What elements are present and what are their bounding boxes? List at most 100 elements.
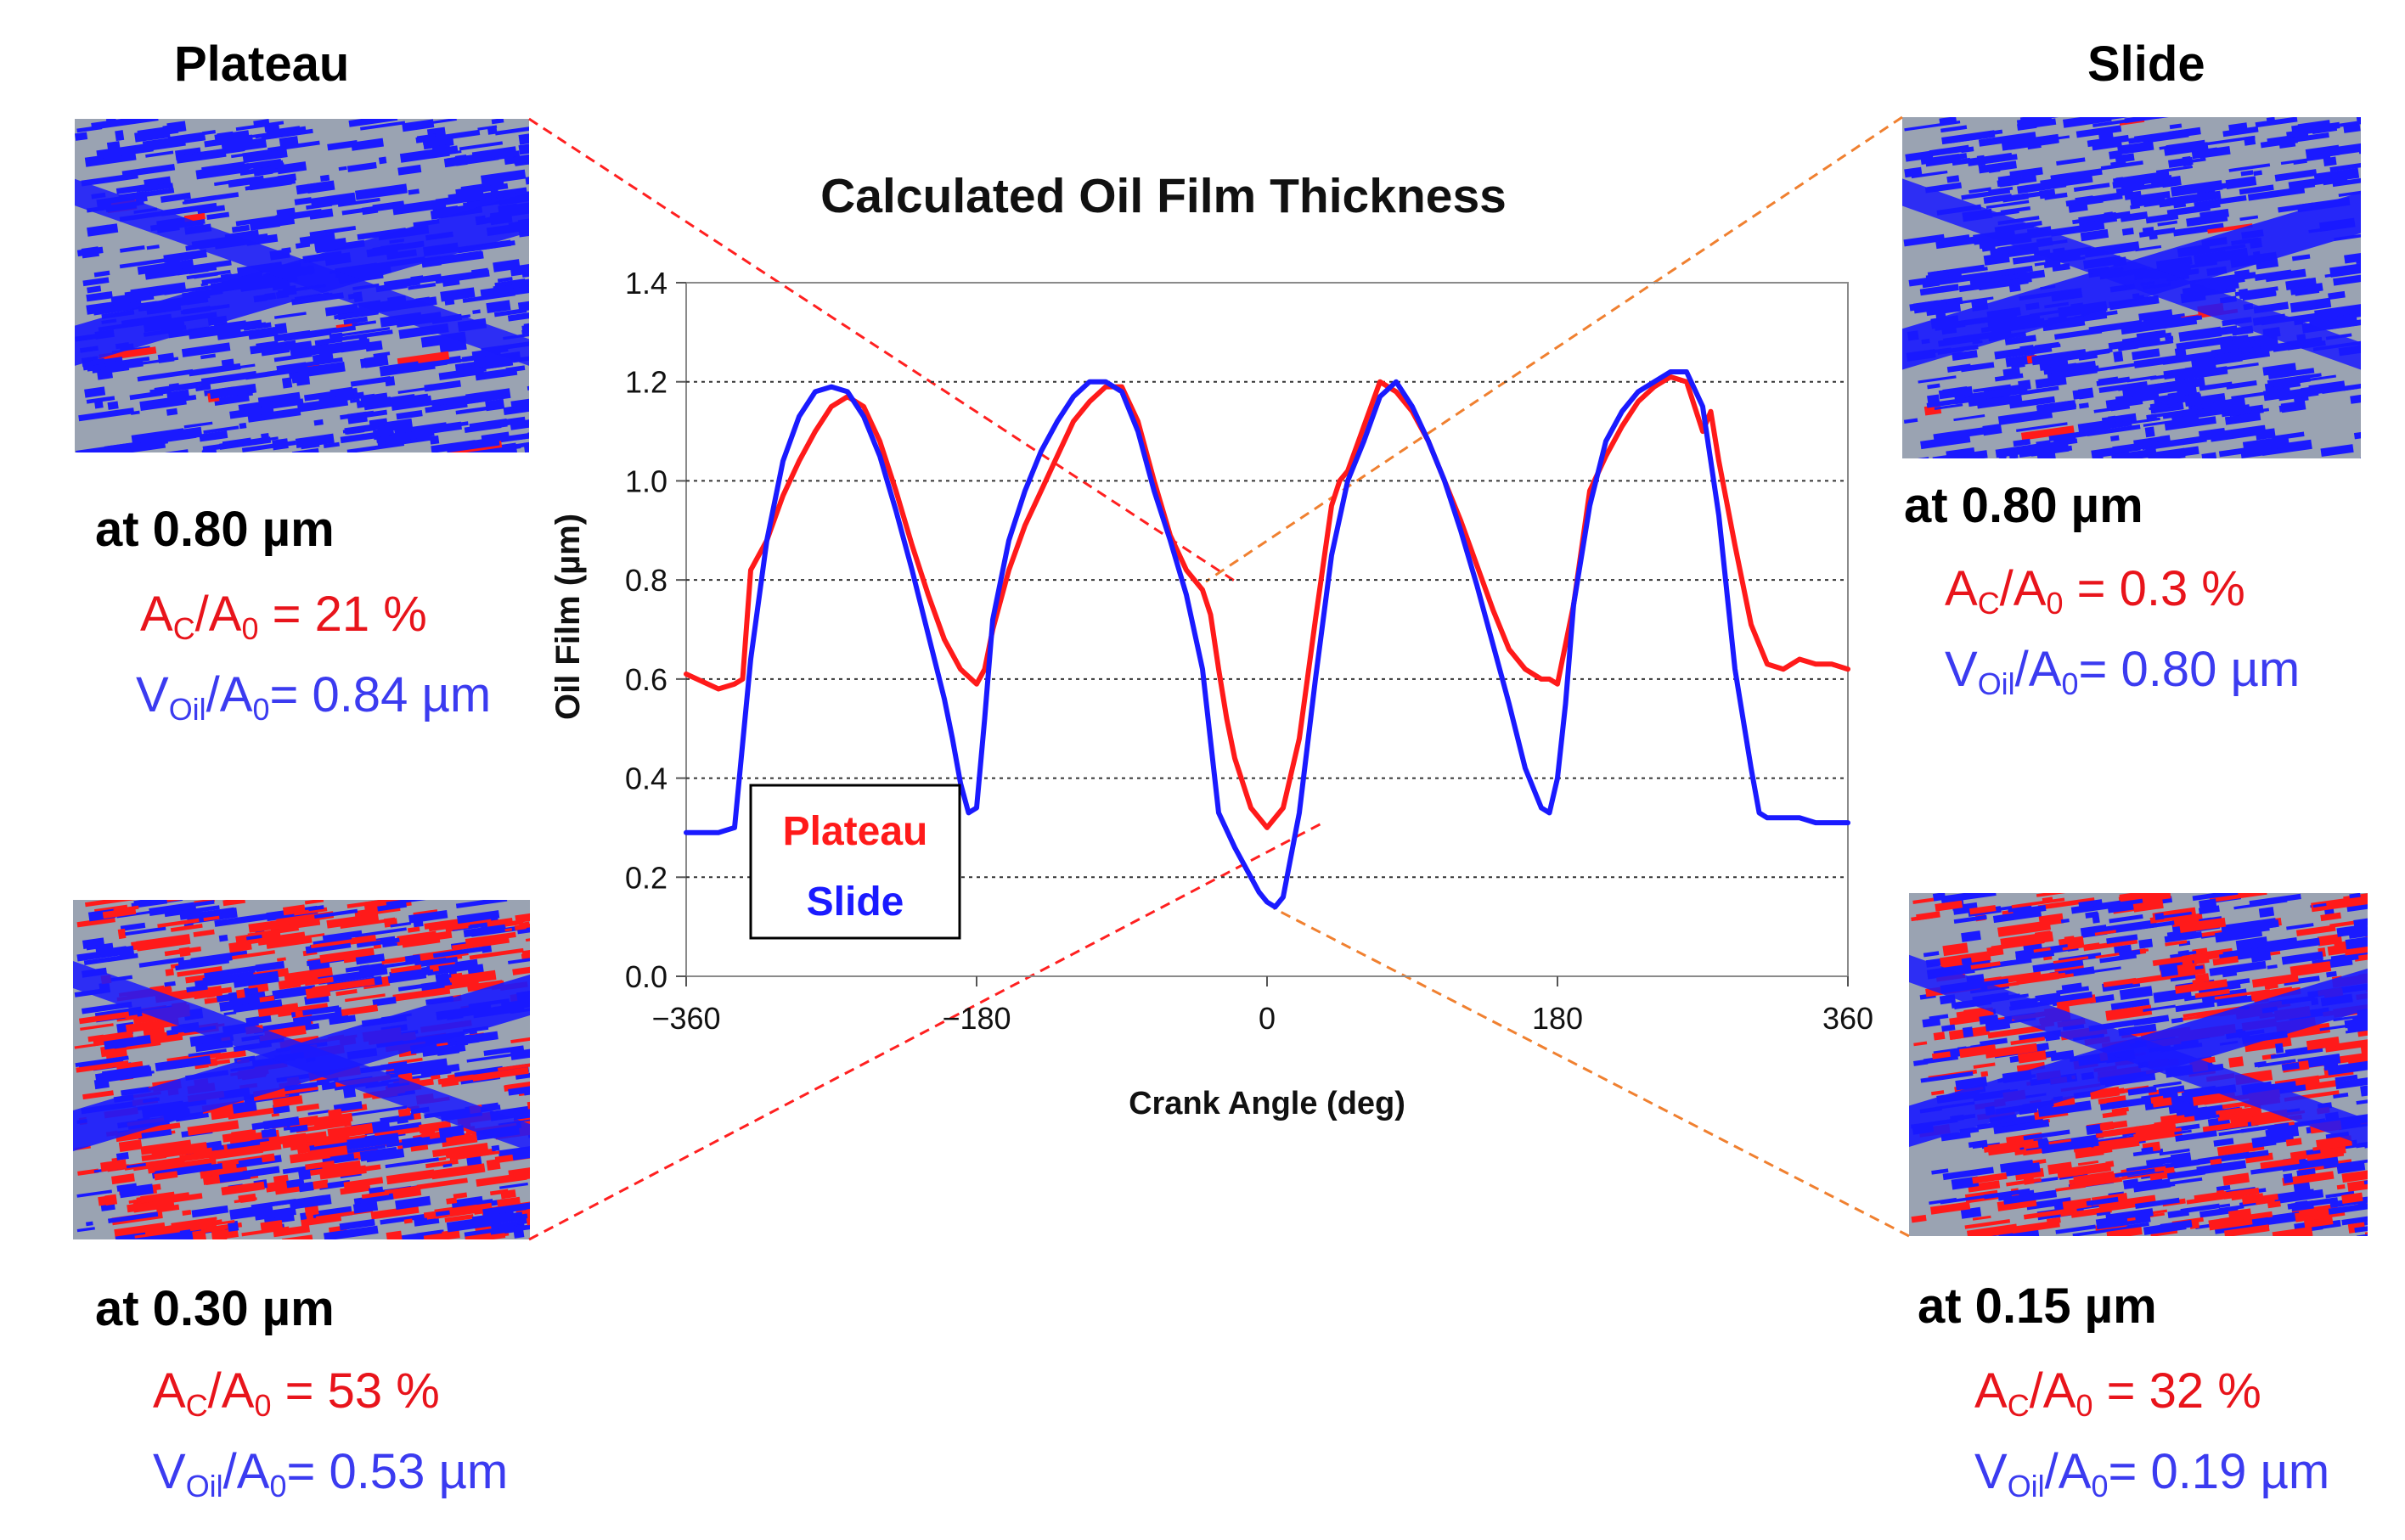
surface-patch bbox=[2167, 1209, 2190, 1219]
surface-patch bbox=[125, 926, 166, 936]
surface-patch bbox=[114, 1222, 166, 1239]
surface-patch bbox=[1978, 132, 2036, 147]
surface-patch bbox=[1993, 1119, 2050, 1135]
surface-patch bbox=[2267, 374, 2311, 388]
surface-patch bbox=[2144, 426, 2155, 438]
surface-patch bbox=[1983, 1138, 2035, 1153]
surface-patch bbox=[1985, 1043, 2038, 1059]
surface-patch bbox=[510, 261, 529, 277]
surface-patch bbox=[455, 900, 508, 909]
surface-patch bbox=[438, 367, 485, 380]
surface-patch bbox=[2341, 1192, 2363, 1205]
surface-patch bbox=[2219, 1101, 2247, 1110]
surface-patch bbox=[1903, 233, 1946, 247]
surface-patch bbox=[414, 955, 459, 968]
surface-patch bbox=[2079, 199, 2104, 206]
surface-patch bbox=[2185, 1203, 2231, 1213]
surface-patch bbox=[304, 387, 358, 402]
surface-patch bbox=[425, 402, 468, 413]
surface-patch bbox=[218, 1170, 251, 1183]
surface-patch bbox=[1922, 279, 1940, 289]
surface-patch bbox=[455, 406, 489, 415]
surface-patch bbox=[359, 1146, 398, 1162]
surface-patch bbox=[2163, 911, 2192, 919]
surface-patch bbox=[352, 1200, 379, 1214]
surface-patch bbox=[2087, 134, 2130, 148]
surface-patch bbox=[498, 1143, 530, 1158]
surface-patch bbox=[453, 970, 497, 986]
surface-patch bbox=[2194, 988, 2230, 998]
surface-patch bbox=[217, 131, 234, 141]
surface-patch bbox=[222, 900, 245, 907]
surface-patch bbox=[2109, 295, 2160, 311]
surface-patch bbox=[2016, 1061, 2046, 1073]
surface-patch bbox=[360, 121, 406, 131]
caption-tr-head: at 0.80 µm bbox=[1904, 478, 2143, 533]
surface-patch bbox=[2036, 893, 2080, 897]
surface-patch bbox=[177, 953, 233, 968]
surface-patch bbox=[168, 324, 222, 339]
surface-patch bbox=[466, 1155, 482, 1166]
surface-patch bbox=[2062, 1198, 2092, 1211]
surface-patch bbox=[124, 286, 166, 297]
caption-bl-oil-volume: VOil/A0= 0.53 µm bbox=[153, 1444, 509, 1504]
surface-patch bbox=[2278, 386, 2319, 402]
surface-patch bbox=[472, 1066, 529, 1082]
surface-patch bbox=[2174, 1129, 2192, 1135]
legend: Plateau Slide bbox=[749, 784, 961, 940]
surface-patch bbox=[431, 1074, 441, 1081]
surface-patch bbox=[282, 1086, 318, 1095]
surface-patch bbox=[231, 151, 257, 159]
surface-patch bbox=[410, 1144, 429, 1152]
surface-patch bbox=[361, 1190, 390, 1199]
surface-patch bbox=[442, 145, 459, 155]
surface-patch bbox=[86, 291, 113, 302]
surface-patch bbox=[2053, 956, 2089, 964]
surface-patch bbox=[378, 156, 387, 165]
surface-patch bbox=[2222, 126, 2259, 138]
surface-patch bbox=[2077, 419, 2109, 434]
surface-patch bbox=[200, 353, 217, 360]
surface-patch bbox=[110, 1041, 161, 1053]
y-tick-label: 0.4 bbox=[625, 762, 667, 796]
surface-patch bbox=[2250, 986, 2301, 1001]
surface-patch bbox=[164, 981, 176, 987]
surface-patch bbox=[241, 440, 296, 452]
surface-patch bbox=[168, 383, 180, 388]
surface-patch bbox=[2009, 396, 2055, 409]
surface-patch bbox=[193, 1147, 213, 1159]
surface-patch bbox=[2086, 1196, 2119, 1206]
surface-patch bbox=[2274, 366, 2290, 376]
surface-patch bbox=[1954, 129, 2003, 141]
surface-patch bbox=[223, 1011, 237, 1016]
surface-patch bbox=[129, 391, 164, 401]
surface-patch bbox=[2183, 446, 2199, 457]
surface-patch bbox=[2186, 157, 2206, 164]
surface-patch bbox=[2255, 428, 2276, 441]
surface-patch bbox=[2244, 1037, 2292, 1053]
surface-patch bbox=[296, 1103, 320, 1112]
surface-patch bbox=[515, 913, 530, 924]
surface-patch bbox=[2281, 951, 2323, 965]
surface-patch bbox=[305, 986, 331, 999]
surface-patch bbox=[435, 129, 481, 142]
surface-patch bbox=[2078, 899, 2103, 908]
caption-tl-contact-ratio: AC/A0 = 21 % bbox=[140, 587, 427, 647]
surface-patch bbox=[2164, 930, 2203, 943]
surface-patch bbox=[1904, 120, 1961, 132]
surface-patch bbox=[225, 1159, 239, 1166]
surface-patch bbox=[2073, 1171, 2115, 1185]
plateau-surface-image-high bbox=[75, 119, 529, 452]
surface-patch bbox=[81, 246, 100, 259]
surface-patch bbox=[517, 296, 529, 312]
surface-patch bbox=[500, 418, 529, 427]
surface-patch bbox=[192, 1229, 206, 1239]
surface-patch bbox=[277, 1003, 329, 1018]
surface-patch bbox=[2040, 173, 2093, 189]
surface-patch bbox=[2044, 192, 2068, 200]
surface-patch bbox=[2056, 157, 2086, 166]
surface-patch bbox=[1985, 200, 2030, 210]
surface-patch bbox=[2336, 1184, 2346, 1190]
surface-patch bbox=[477, 125, 498, 131]
surface-patch bbox=[2060, 918, 2070, 924]
